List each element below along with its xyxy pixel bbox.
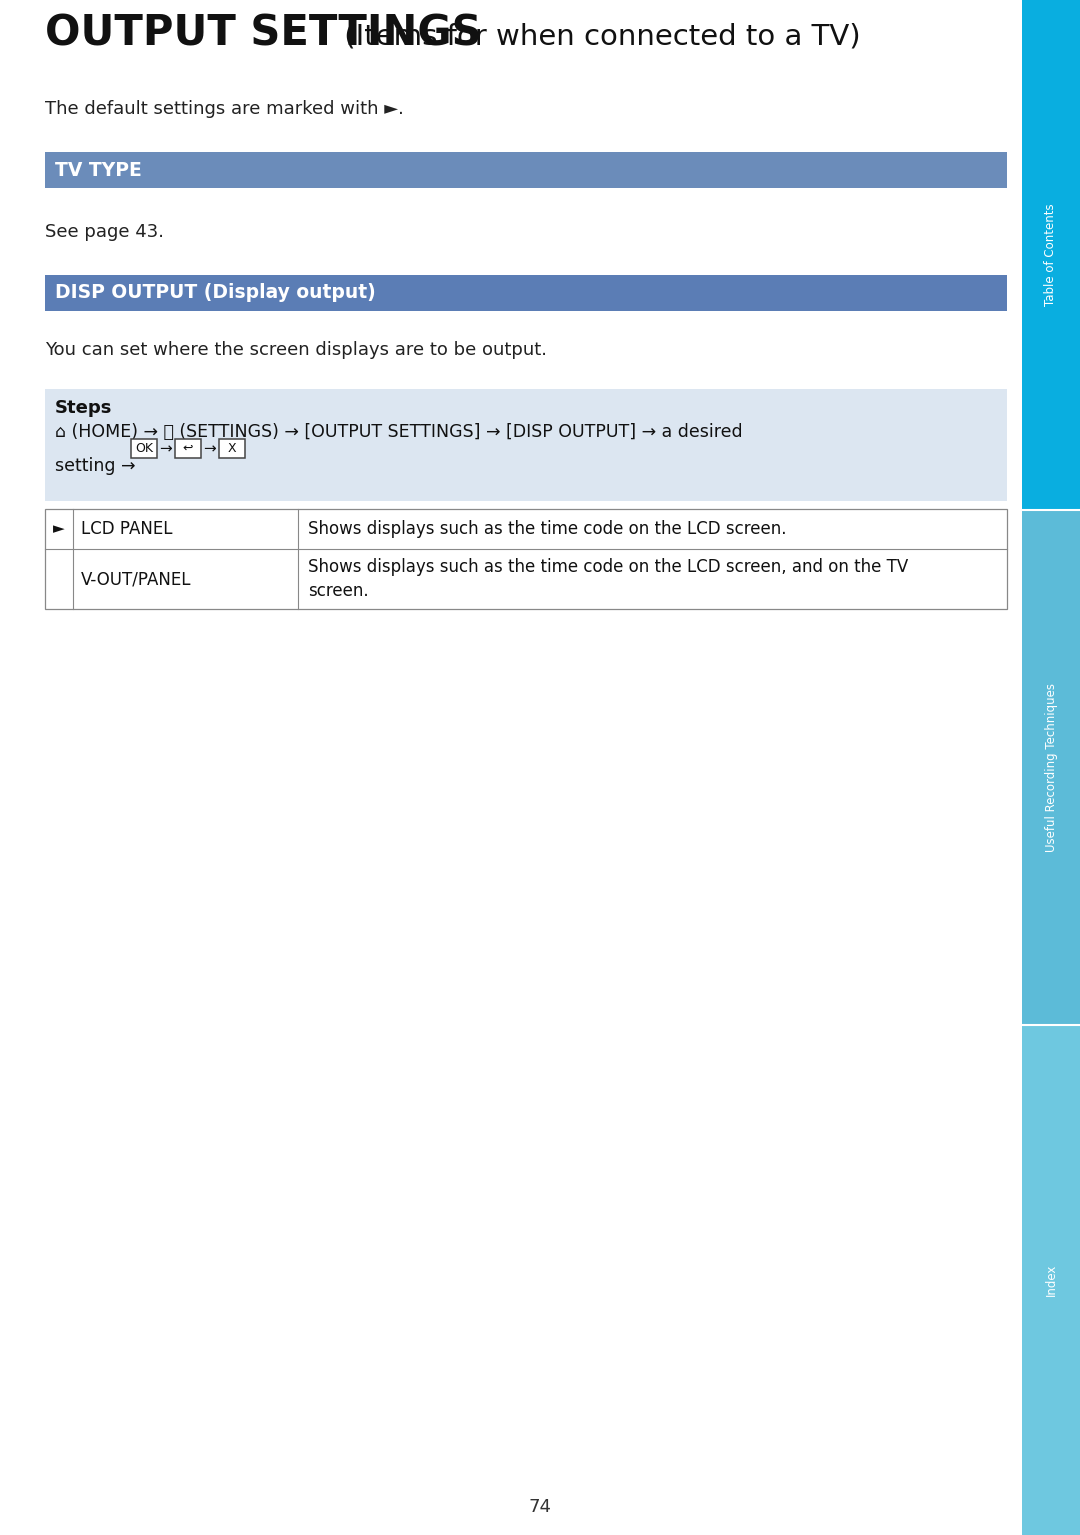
Bar	[131, 439, 157, 457]
Text: ►: ►	[53, 522, 65, 537]
Text: See page 43.: See page 43.	[45, 223, 164, 241]
Bar	[45, 388, 1007, 500]
Text: 74: 74	[528, 1498, 552, 1517]
Text: (Items for when connected to a TV): (Items for when connected to a TV)	[335, 23, 861, 51]
Text: setting →: setting →	[55, 457, 141, 474]
Text: LCD PANEL: LCD PANEL	[81, 520, 173, 537]
Text: Table of Contents: Table of Contents	[1044, 204, 1057, 307]
Text: The default settings are marked with ►.: The default settings are marked with ►.	[45, 100, 404, 118]
Text: →: →	[203, 441, 216, 456]
Text: X: X	[228, 442, 237, 454]
Text: Shows displays such as the time code on the LCD screen, and on the TV
screen.: Shows displays such as the time code on …	[308, 559, 908, 600]
Text: →: →	[159, 441, 172, 456]
Text: DISP OUTPUT (Display output): DISP OUTPUT (Display output)	[55, 284, 376, 302]
Text: You can set where the screen displays are to be output.: You can set where the screen displays ar…	[45, 341, 546, 359]
Text: V-OUT/PANEL: V-OUT/PANEL	[81, 569, 191, 588]
Text: OK: OK	[135, 442, 153, 454]
Bar	[175, 439, 201, 457]
Text: Index: Index	[1044, 1263, 1057, 1296]
Text: Steps: Steps	[55, 399, 112, 418]
Bar	[1022, 1025, 1080, 1535]
Bar	[219, 439, 245, 457]
Text: Shows displays such as the time code on the LCD screen.: Shows displays such as the time code on …	[308, 520, 786, 537]
Bar	[1022, 0, 1080, 510]
Bar	[1022, 510, 1080, 1025]
Text: ↩: ↩	[183, 442, 193, 454]
Bar	[45, 510, 1007, 609]
Bar	[45, 275, 1007, 312]
Text: ⌂ (HOME) → ⌹ (SETTINGS) → [OUTPUT SETTINGS] → [DISP OUTPUT] → a desired: ⌂ (HOME) → ⌹ (SETTINGS) → [OUTPUT SETTIN…	[55, 424, 743, 441]
Text: OUTPUT SETTINGS: OUTPUT SETTINGS	[45, 12, 482, 54]
Bar	[45, 152, 1007, 187]
Text: Useful Recording Techniques: Useful Recording Techniques	[1044, 683, 1057, 852]
Text: TV TYPE: TV TYPE	[55, 161, 141, 180]
